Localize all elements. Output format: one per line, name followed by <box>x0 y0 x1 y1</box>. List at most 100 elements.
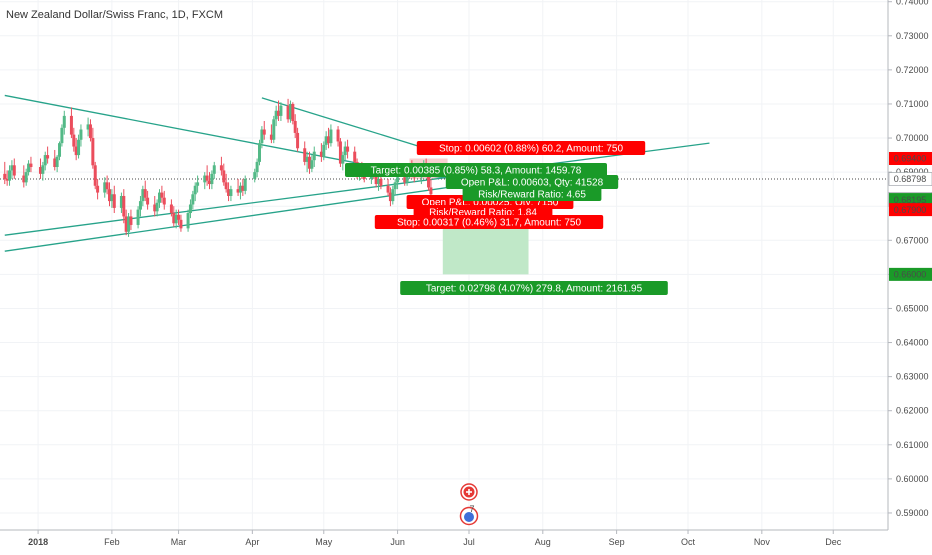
short-pnl-label-bg <box>445 175 619 189</box>
candle-body <box>388 192 392 202</box>
long-target-label-text: Target: 0.02798 (4.07%) 279.8, Amount: 2… <box>426 284 643 295</box>
position-labels[interactable]: Stop: 0.00602 (0.88%) 60.2, Amount: 750 T… <box>345 141 668 295</box>
candle-body <box>169 204 173 214</box>
candle-body <box>293 120 297 133</box>
candle-body <box>377 178 381 185</box>
candle-body <box>319 151 323 157</box>
candle-body <box>236 189 240 193</box>
long-target-label[interactable]: Target: 0.02798 (4.07%) 279.8, Amount: 2… <box>400 281 668 295</box>
candle-body <box>124 216 128 232</box>
candle-body <box>72 134 76 147</box>
time-tick-label: Oct <box>681 537 696 547</box>
short-pnl-label[interactable]: Open P&L: 0.00603, Qty: 41528 <box>445 175 619 189</box>
candle-body <box>279 105 283 116</box>
candle-body <box>158 192 162 203</box>
price-tick-label: 0.64000 <box>896 338 929 348</box>
candle-body <box>396 177 400 183</box>
price-tick-label: 0.62000 <box>896 406 929 416</box>
candle-body <box>146 197 150 205</box>
time-tick-label: Nov <box>754 537 771 547</box>
long-stop-label-bg <box>374 215 604 229</box>
short-target-label-bg <box>345 163 607 177</box>
plus-icon-v <box>468 489 470 495</box>
candle-body <box>103 182 107 193</box>
candle-body <box>141 189 145 202</box>
short-rr-label-bg <box>462 187 602 201</box>
candle-body <box>286 105 290 120</box>
candle-body <box>41 165 45 174</box>
candle-body <box>393 182 397 190</box>
candle-body <box>336 129 340 142</box>
time-axis-ticks: 2018 Feb Mar Apr May Jun Jul Aug Sep Oct Nov Dec <box>28 530 842 547</box>
trendline-upper-rising-support[interactable] <box>4 142 710 236</box>
candle-body <box>5 178 9 181</box>
event-marker-count: 7 <box>469 504 474 514</box>
candle-body <box>79 129 83 140</box>
short-target-label[interactable]: Target: 0.00385 (0.85%) 58.3, Amount: 14… <box>345 163 607 177</box>
event-markers[interactable]: 7 <box>459 483 479 526</box>
candle-body <box>322 144 326 157</box>
candle-body <box>327 136 331 144</box>
candle-body <box>55 156 59 168</box>
trendline-lower-rising-support[interactable] <box>4 178 503 252</box>
candle-body <box>86 124 90 130</box>
candle-body <box>88 124 92 139</box>
candle-body <box>27 163 31 173</box>
price-label-bg <box>888 172 932 186</box>
candle-body <box>172 213 176 224</box>
short-rr-label[interactable]: Risk/Reward Ratio: 4.65 <box>462 187 602 201</box>
candle-body <box>105 182 109 190</box>
long-rr-label-text: Risk/Reward Ratio: 1.84 <box>429 208 537 219</box>
candle-body <box>127 216 131 232</box>
time-tick-label: May <box>315 537 333 547</box>
candle-body <box>29 163 33 168</box>
candle-body <box>174 214 178 224</box>
candle-body <box>77 139 81 156</box>
price-tick-label: 0.63000 <box>896 372 929 382</box>
price-label-bg <box>889 203 932 217</box>
candle-body <box>62 115 66 128</box>
candle-body <box>203 175 207 183</box>
price-tick-label: 0.65000 <box>896 303 929 313</box>
candle-body <box>374 175 378 185</box>
candle-body <box>191 194 195 205</box>
candle-body <box>196 182 200 186</box>
price-label: 0.67900 <box>894 205 927 215</box>
candle-body <box>138 201 142 210</box>
candle-body <box>329 129 333 144</box>
price-tick-label: 0.71000 <box>896 99 929 109</box>
price-tick-label: 0.73000 <box>896 31 929 41</box>
candle-body <box>212 165 216 174</box>
price-axis-background <box>888 0 932 530</box>
grid-lines <box>0 0 888 530</box>
candle-body <box>427 173 431 188</box>
candle-body <box>405 173 409 183</box>
candle-body <box>379 178 383 186</box>
candle-body <box>3 173 7 179</box>
candle-body <box>143 189 147 198</box>
short-stop-label[interactable]: Stop: 0.00602 (0.88%) 60.2, Amount: 750 <box>416 141 646 155</box>
candle-body <box>155 202 159 212</box>
candle-body <box>58 143 62 157</box>
candle-body <box>224 182 228 190</box>
candle-body <box>96 185 100 193</box>
candle-body <box>272 119 276 140</box>
price-tick-label: 0.69000 <box>896 167 929 177</box>
candle-body <box>122 195 126 217</box>
event-marker-plus[interactable] <box>460 483 478 501</box>
long-stop-label[interactable]: Stop: 0.00317 (0.46%) 31.7, Amount: 750 <box>374 215 604 229</box>
event-marker-flag[interactable]: 7 <box>459 504 479 526</box>
candle-body <box>262 129 266 135</box>
candle-body <box>108 189 112 202</box>
candle-body <box>210 173 214 185</box>
time-tick-label: Jun <box>390 537 405 547</box>
time-tick-label: 2018 <box>28 537 48 547</box>
candle-body <box>129 216 133 225</box>
time-tick-label: Apr <box>245 537 259 547</box>
candle-body <box>110 194 114 202</box>
time-tick-label: Feb <box>104 537 120 547</box>
